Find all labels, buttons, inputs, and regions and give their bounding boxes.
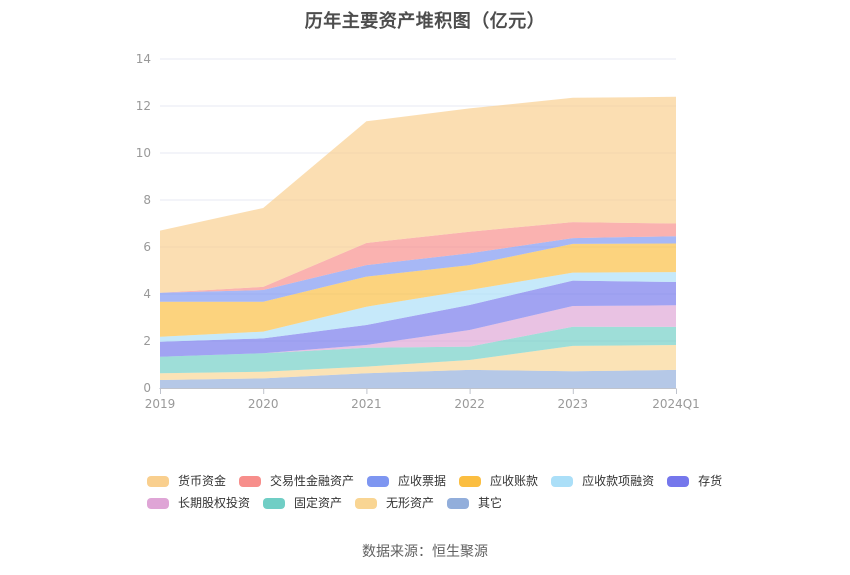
legend-swatch-intangible-assets	[355, 498, 378, 509]
area-accounts-receivable[interactable]	[160, 243, 676, 337]
x-axis-label: 2024Q1	[652, 397, 700, 411]
legend-item-receivables-financing[interactable]: 应收款项融资	[551, 473, 654, 490]
legend-item-others[interactable]: 其它	[447, 495, 502, 512]
legend-item-long-term-equity-investment[interactable]: 长期股权投资	[147, 495, 250, 512]
legend-label: 存货	[698, 474, 723, 488]
y-axis-label: 4	[143, 287, 151, 301]
y-axis-label: 12	[136, 99, 151, 113]
legend-item-inventory[interactable]: 存货	[667, 473, 722, 490]
area-receivables-financing[interactable]	[160, 272, 676, 342]
legend-item-accounts-receivable[interactable]: 应收账款	[459, 473, 538, 490]
legend-swatch-inventory	[667, 476, 690, 487]
x-axis-label: 2019	[145, 397, 176, 411]
legend-label: 货币资金	[178, 474, 227, 488]
legend-item-notes-receivable[interactable]: 应收票据	[367, 473, 446, 490]
legend-label: 交易性金融资产	[270, 474, 355, 488]
legend-label: 应收账款	[490, 474, 539, 488]
legend-swatch-fixed-assets	[263, 498, 286, 509]
y-axis-label: 10	[136, 146, 151, 160]
legend-item-fixed-assets[interactable]: 固定资产	[263, 495, 342, 512]
legend-swatch-others	[447, 498, 470, 509]
legend-item-monetary-funds[interactable]: 货币资金	[147, 473, 226, 490]
area-fixed-assets[interactable]	[160, 326, 676, 374]
x-axis-label: 2022	[454, 397, 485, 411]
legend-label: 其它	[478, 496, 503, 510]
legend-swatch-trading-financial-assets	[239, 476, 262, 487]
legend-swatch-long-term-equity-investment	[147, 498, 169, 509]
y-axis-label: 6	[143, 240, 151, 254]
y-axis-label: 2	[143, 334, 151, 348]
chart-title: 历年主要资产堆积图（亿元）	[304, 11, 546, 32]
legend-label: 应收票据	[398, 474, 447, 488]
legend-swatch-accounts-receivable	[459, 476, 482, 487]
legend-item-trading-financial-assets[interactable]: 交易性金融资产	[239, 473, 354, 490]
area-long-term-equity-investment[interactable]	[160, 305, 676, 357]
area-notes-receivable[interactable]	[160, 236, 676, 302]
area-monetary-funds[interactable]	[160, 96, 676, 293]
y-axis-label: 14	[136, 52, 151, 66]
x-axis-label: 2023	[558, 397, 589, 411]
legend-swatch-monetary-funds	[147, 476, 169, 487]
legend-label: 应收款项融资	[582, 474, 655, 488]
y-axis-label: 8	[143, 193, 151, 207]
legend-label: 无形资产	[386, 496, 435, 510]
legend-label: 长期股权投资	[178, 496, 251, 510]
x-axis-label: 2020	[248, 397, 279, 411]
area-others[interactable]	[160, 369, 676, 388]
legend-swatch-receivables-financing	[551, 476, 574, 487]
legend-swatch-notes-receivable	[367, 476, 390, 487]
data-source-note: 数据来源：恒生聚源	[362, 544, 488, 560]
legend-item-intangible-assets[interactable]: 无形资产	[355, 495, 434, 512]
area-trading-financial-assets[interactable]	[160, 222, 676, 293]
area-inventory[interactable]	[160, 280, 676, 357]
legend-label: 固定资产	[294, 496, 343, 510]
x-axis-label: 2021	[351, 397, 382, 411]
chart-legend: 货币资金 交易性金融资产 应收票据 应收账款 应收款项融资 存货长期股权投资 固定资产 无形资…	[147, 473, 787, 517]
stacked-area-chart[interactable]: 2019 2020 2021 2022 2023 2024Q1 0 2 4 6 8 10 12 14	[0, 0, 850, 430]
y-axis-label: 0	[143, 381, 151, 395]
area-intangible-assets[interactable]	[160, 345, 676, 380]
